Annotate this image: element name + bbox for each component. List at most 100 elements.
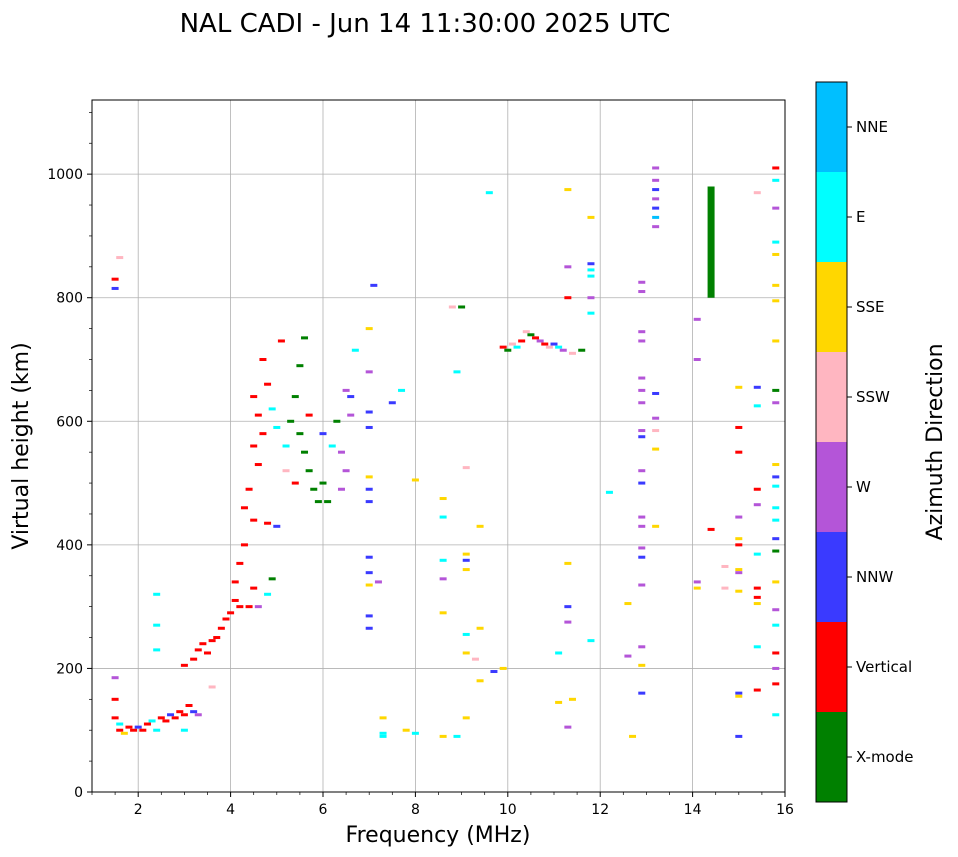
data-point <box>564 620 572 624</box>
data-point <box>347 413 355 417</box>
data-point <box>190 710 198 714</box>
data-point <box>190 657 198 661</box>
data-point <box>476 679 484 683</box>
data-point <box>772 608 780 612</box>
y-tick-label: 200 <box>56 661 83 677</box>
data-point <box>268 407 276 411</box>
x-tick-label: 2 <box>134 802 143 818</box>
data-point <box>453 734 461 738</box>
data-point <box>277 339 285 343</box>
data-point <box>652 178 660 182</box>
data-point <box>365 370 373 374</box>
data-point <box>347 395 355 399</box>
data-point <box>236 605 244 609</box>
data-point <box>638 280 646 284</box>
data-point <box>753 385 761 389</box>
data-point <box>629 734 637 738</box>
data-point <box>153 623 161 627</box>
chart-title: NAL CADI - Jun 14 11:30:00 2025 UTC <box>180 9 671 39</box>
data-point <box>652 225 660 229</box>
data-point <box>638 524 646 528</box>
data-point <box>301 336 309 340</box>
data-point <box>111 716 119 720</box>
colorbar-tick-label: Vertical <box>856 658 912 676</box>
x-tick-label: 16 <box>776 802 794 818</box>
data-point <box>448 305 456 309</box>
data-point <box>772 166 780 170</box>
data-point <box>148 719 156 723</box>
data-point <box>476 524 484 528</box>
data-point <box>282 469 290 473</box>
data-point <box>462 558 470 562</box>
colorbar-ticks: X-mode Vertical NNW W SSW SSE E NNE <box>847 118 913 766</box>
data-point <box>185 704 193 707</box>
data-point <box>693 586 701 590</box>
data-point <box>301 450 309 454</box>
data-point <box>772 713 780 717</box>
data-point <box>772 518 780 522</box>
data-point <box>111 277 119 281</box>
data-point <box>439 734 447 738</box>
data-point <box>638 330 646 334</box>
data-point <box>324 500 332 504</box>
colorbar-segment <box>816 172 847 262</box>
data-point <box>624 602 632 606</box>
colorbar-segment <box>816 262 847 352</box>
data-point <box>153 592 161 596</box>
data-point <box>508 342 516 346</box>
data-point <box>587 268 595 272</box>
data-point <box>735 694 743 698</box>
data-point <box>296 432 304 436</box>
x-axis-ticks: 2 4 6 8 10 12 14 16 <box>91 792 794 818</box>
data-point <box>217 626 225 630</box>
data-point <box>462 632 470 636</box>
data-point <box>707 527 715 531</box>
colorbar-segment <box>816 82 847 172</box>
colorbar-segment <box>816 712 847 802</box>
data-point <box>111 697 119 701</box>
x-tick-label: 4 <box>226 802 235 818</box>
data-point <box>314 500 322 504</box>
data-point <box>587 262 595 266</box>
x-tick-label: 8 <box>411 802 420 818</box>
data-point <box>254 605 262 609</box>
colorbar-segments <box>816 82 847 802</box>
data-point <box>379 731 387 735</box>
x-tick-label: 6 <box>319 802 328 818</box>
data-point <box>365 555 373 559</box>
data-point <box>638 469 646 473</box>
data-point <box>753 552 761 556</box>
data-point <box>545 345 553 349</box>
data-point <box>213 636 221 640</box>
data-point <box>222 617 230 621</box>
data-point <box>162 719 170 723</box>
data-point <box>264 382 272 386</box>
data-point <box>753 645 761 649</box>
data-point <box>753 602 761 606</box>
data-point <box>236 561 244 565</box>
data-point <box>333 419 341 423</box>
colorbar-tick-label: NNE <box>856 118 888 136</box>
data-point <box>652 166 660 170</box>
data-point <box>638 546 646 550</box>
data-point <box>735 385 743 389</box>
y-axis-label: Virtual height (km) <box>9 342 34 549</box>
data-point <box>772 240 780 244</box>
data-point <box>735 589 743 593</box>
data-point <box>180 713 188 717</box>
data-point <box>259 432 267 436</box>
data-point <box>693 580 701 584</box>
x-tick-label: 12 <box>591 802 609 818</box>
data-point <box>772 537 780 541</box>
colorbar-segment <box>816 532 847 622</box>
data-point <box>227 611 235 615</box>
data-point <box>374 580 382 584</box>
data-point <box>772 484 780 488</box>
data-point <box>735 568 743 572</box>
data-point <box>693 317 701 321</box>
data-point <box>638 435 646 439</box>
data-point <box>134 725 142 729</box>
data-point <box>194 713 202 717</box>
data-point <box>707 186 715 298</box>
data-point <box>550 342 558 346</box>
